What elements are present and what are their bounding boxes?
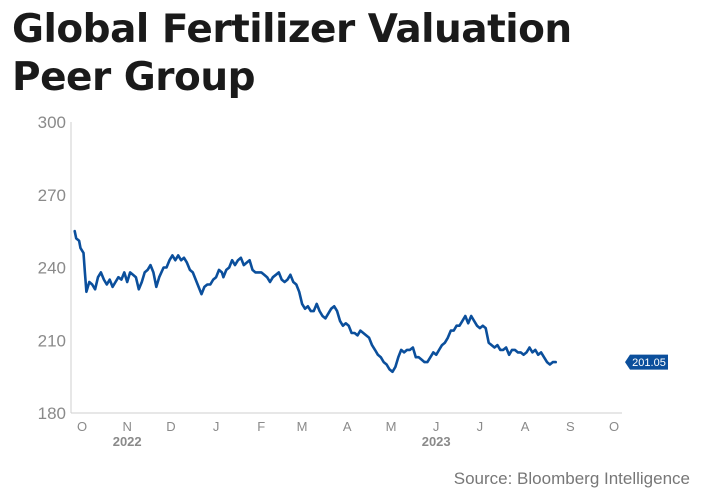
series-group (73, 229, 557, 374)
x-tick-label: O (77, 419, 87, 434)
end-value-label: 201.05 (625, 354, 668, 370)
year-label: 2022 (113, 434, 142, 449)
x-axis: O N D J F M A M J J A S O 2022 2023 (71, 412, 622, 449)
y-tick-label: 300 (38, 113, 66, 132)
chart-title-line-2: Peer Group (12, 55, 256, 100)
x-tick-label: F (257, 419, 265, 434)
y-tick-label: 180 (38, 404, 66, 423)
y-tick-label: 210 (38, 331, 66, 350)
x-tick-label: M (386, 419, 397, 434)
x-tick-label: A (343, 419, 352, 434)
end-value-label-text: 201.05 (632, 357, 666, 369)
x-tick-label: J (213, 419, 220, 434)
year-label: 2023 (422, 434, 451, 449)
x-tick-label: N (122, 419, 131, 434)
x-tick-label: A (521, 419, 530, 434)
y-axis: 180 210 240 270 300 (38, 113, 72, 423)
x-tick-label: D (166, 419, 175, 434)
x-tick-label: S (566, 419, 575, 434)
chart-title-line-1: Global Fertilizer Valuation (12, 7, 572, 52)
y-tick-label: 270 (38, 186, 66, 205)
series-line (73, 229, 557, 374)
x-tick-label: J (433, 419, 440, 434)
end-value-label-box (625, 354, 668, 370)
y-tick-label: 240 (38, 259, 66, 278)
chart-title: Global Fertilizer Valuation Peer Group (12, 6, 672, 102)
source-note: Source: Bloomberg Intelligence (453, 469, 690, 488)
x-tick-label: M (297, 419, 308, 434)
x-tick-label: J (477, 419, 484, 434)
x-tick-label: O (609, 419, 619, 434)
